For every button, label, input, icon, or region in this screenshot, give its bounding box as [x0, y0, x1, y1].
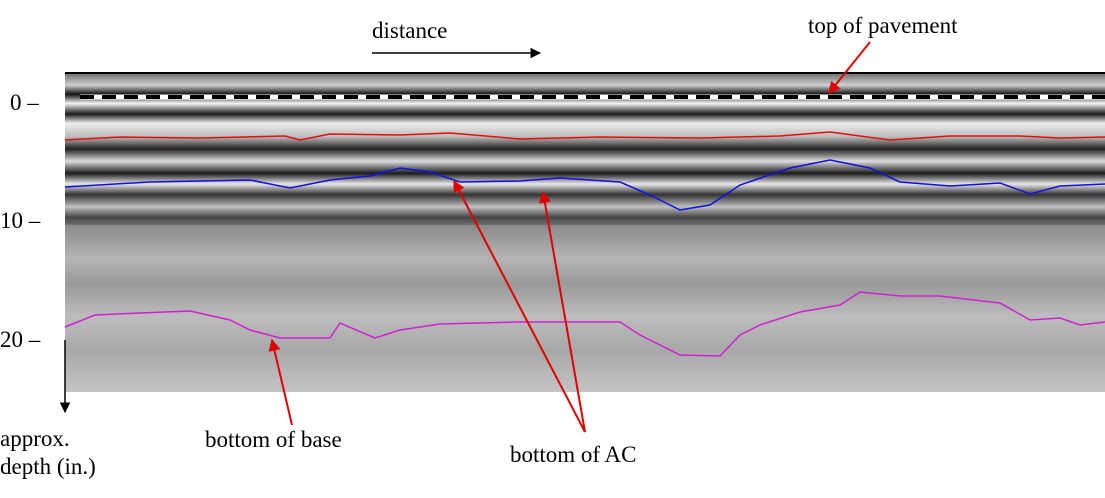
depth-label: approx. — [0, 426, 70, 451]
top-of-pavement-label: top of pavement — [808, 13, 958, 38]
bottom-of-base-label: bottom of base — [205, 427, 342, 452]
depth-tick-label: 20 – — [0, 327, 41, 352]
base-layer — [65, 225, 1105, 392]
pointer-arrow — [538, 190, 586, 433]
bottom-of-base-line — [64, 291, 1105, 357]
annotations: distance top of pavement bottom of base … — [205, 13, 958, 467]
bottom-of-ac-line — [64, 159, 1105, 211]
depth-tick-label: 0 – — [10, 90, 39, 115]
depth-label: depth (in.) — [0, 454, 96, 479]
depth-axis: 0 – 10 – 20 – approx. depth (in.) — [0, 90, 96, 479]
red-interface — [64, 131, 1105, 141]
distance-label: distance — [372, 18, 447, 43]
bottom-of-ac-label: bottom of AC — [510, 442, 637, 467]
pointer-arrow — [828, 41, 871, 94]
radargram — [64, 72, 1105, 392]
pointer-arrow — [453, 179, 586, 433]
depth-tick-label: 10 – — [0, 208, 41, 233]
pointer-arrow — [268, 338, 293, 426]
